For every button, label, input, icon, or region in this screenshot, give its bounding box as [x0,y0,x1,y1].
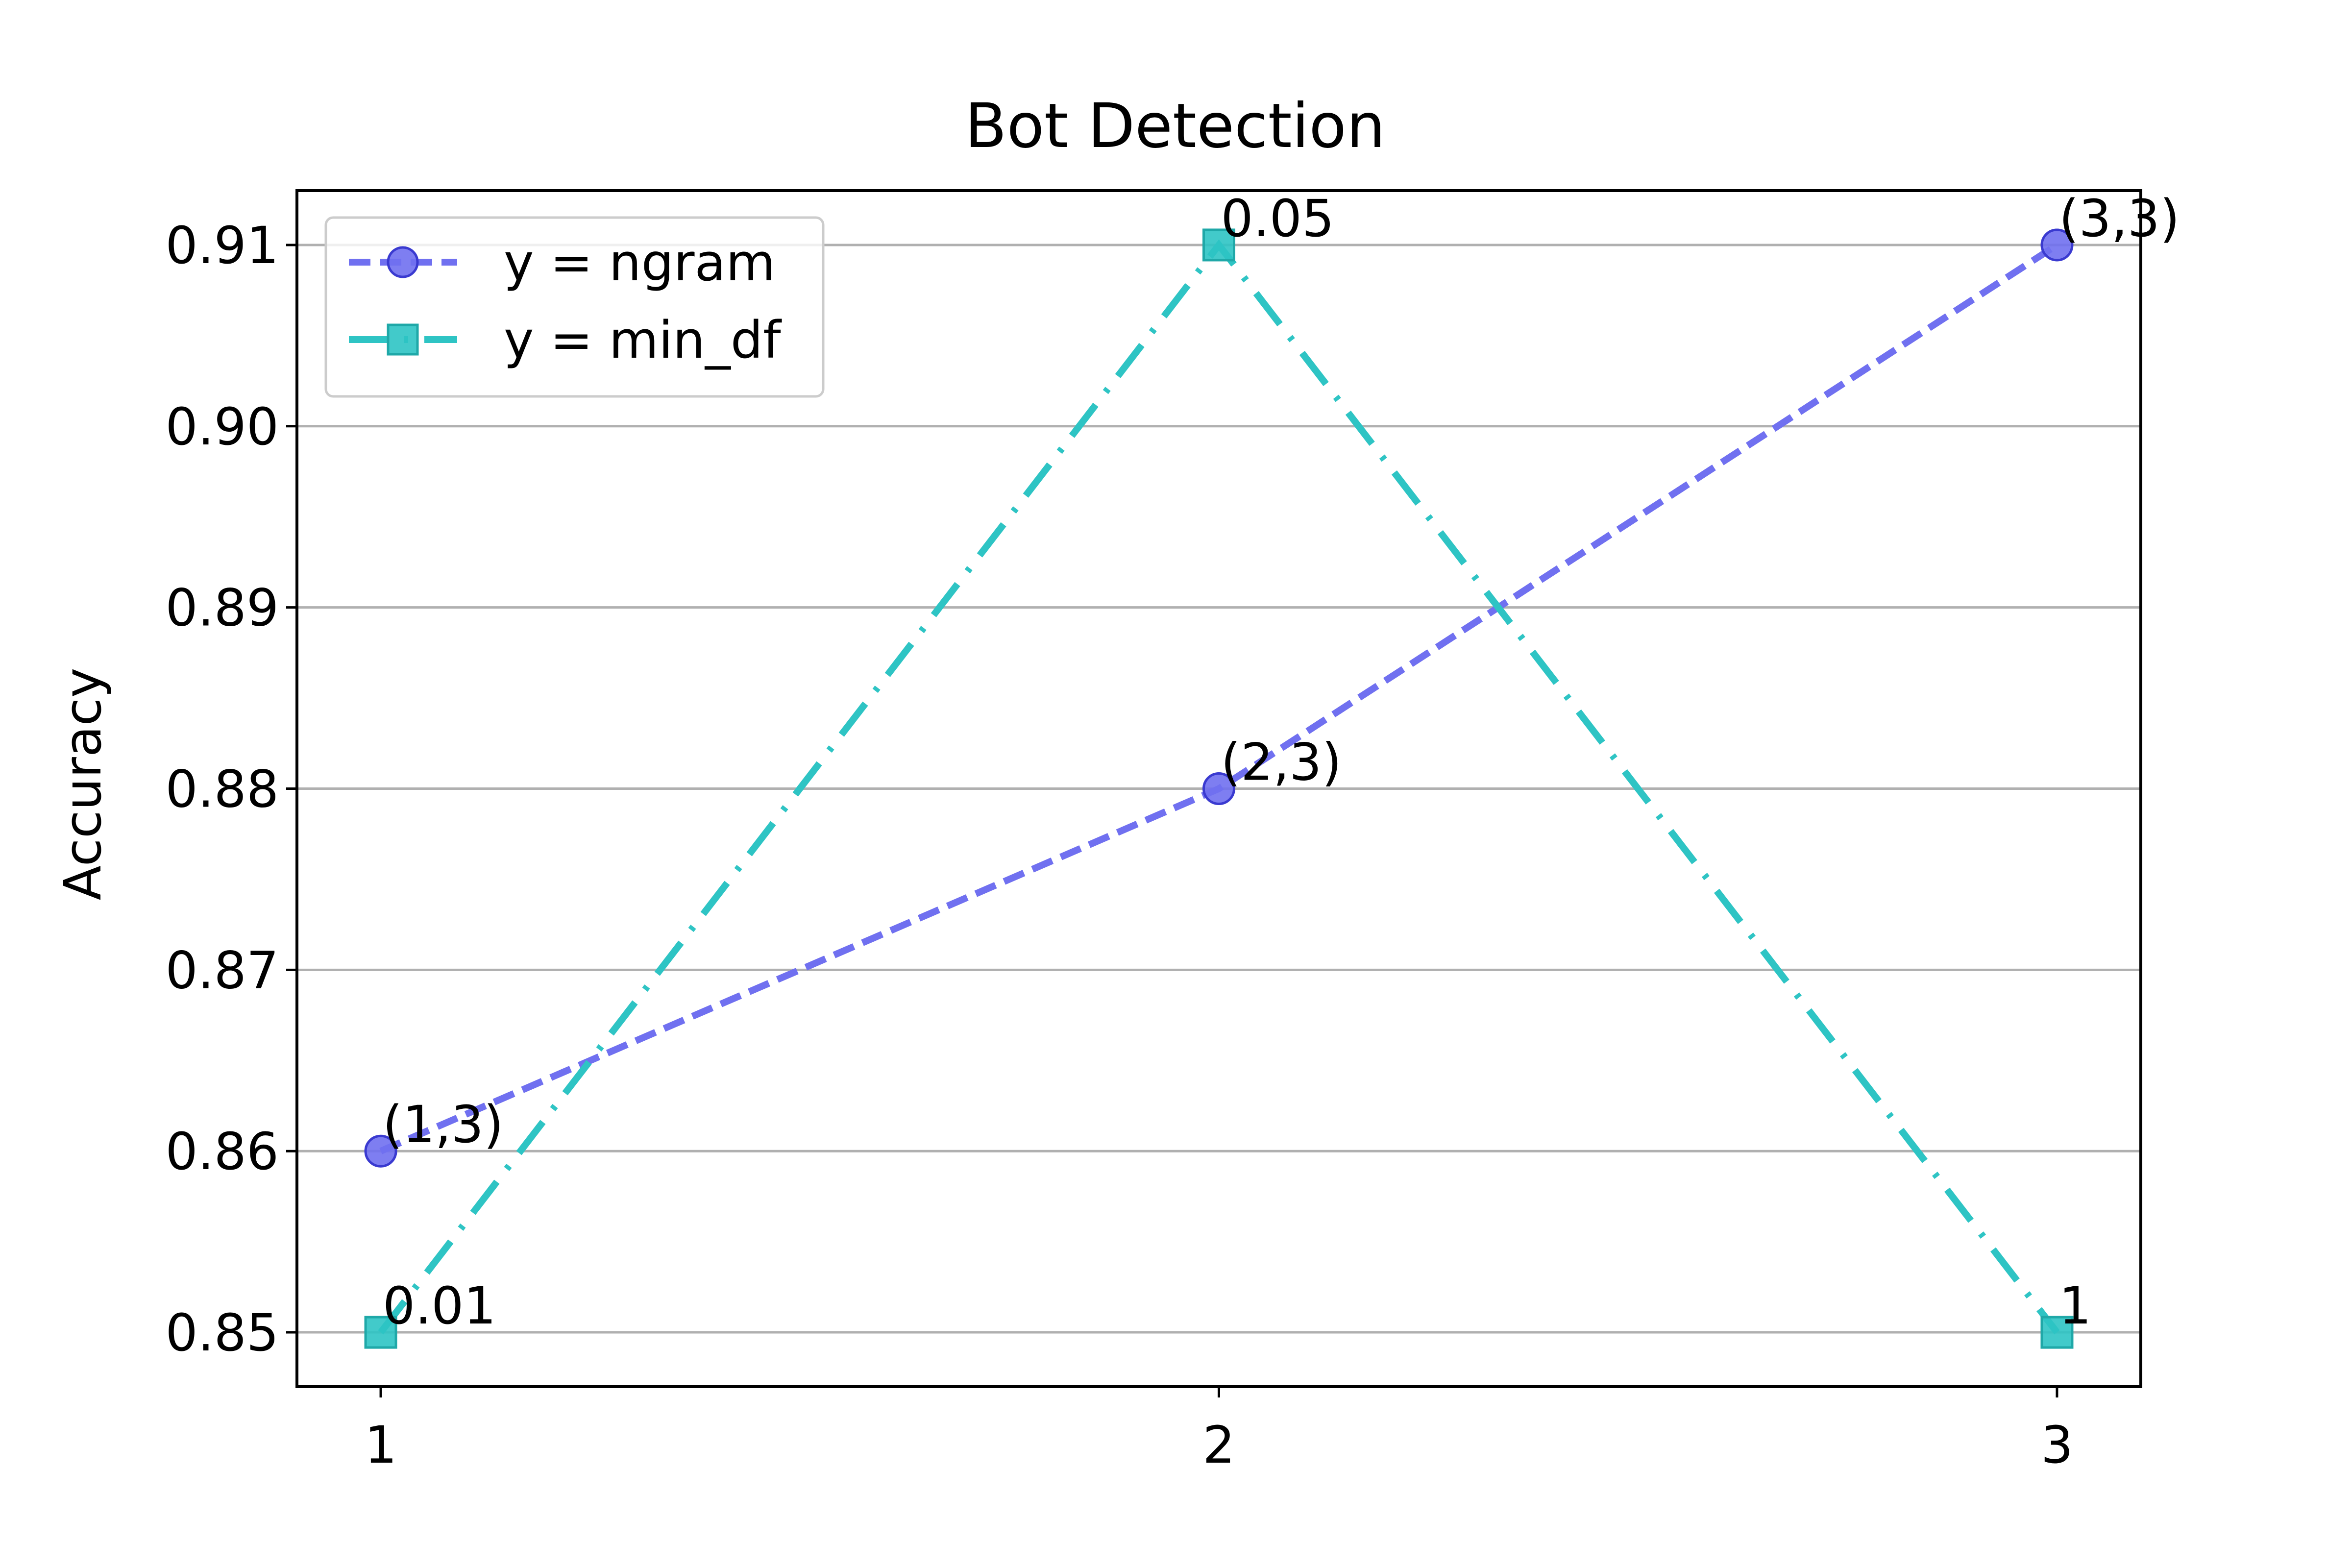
x-tick-label: 2 [1202,1415,1235,1475]
legend: y = ngram y = min_df [324,216,825,398]
x-axis: 1 2 3 [365,1387,2073,1475]
series-layer [364,228,2074,1349]
point-labels: (1,3) (2,3) (3,3) 0.01 0.05 1 [383,189,2180,1336]
point-label: (1,3) [383,1095,504,1154]
legend-label: y = ngram [504,233,776,293]
legend-item: y = ngram [349,233,776,293]
data-point [1202,772,1235,805]
y-axis: 0.85 0.86 0.87 0.88 0.89 0.90 0.91 [165,216,297,1363]
series-2 [364,228,2074,1349]
data-point [364,1316,397,1349]
legend-label: y = min_df [504,310,782,370]
point-label: 0.05 [1221,189,1335,248]
data-point [387,323,419,356]
point-label: (3,3) [2059,189,2180,248]
data-point [2040,228,2074,262]
y-tick-label: 0.90 [165,397,279,457]
y-tick-label: 0.86 [165,1122,279,1181]
data-point [2040,1316,2074,1349]
x-tick-label: 3 [2041,1415,2073,1475]
chart-title: Bot Detection [965,91,1385,162]
y-tick-label: 0.87 [165,940,279,1000]
point-label: (2,3) [1221,733,1342,792]
y-tick-label: 0.88 [165,760,279,819]
point-label: 1 [2059,1276,2091,1336]
y-tick-label: 0.85 [165,1303,279,1363]
data-point [387,246,419,278]
y-axis-label: Accuracy [53,668,113,901]
y-tick-label: 0.89 [165,578,279,638]
x-tick-label: 1 [365,1415,397,1475]
data-point [1202,228,1235,262]
legend-item: y = min_df [349,310,782,370]
series-1 [364,228,2074,1168]
y-tick-label: 0.91 [165,216,279,275]
point-label: 0.01 [383,1276,496,1336]
data-point [364,1134,397,1168]
